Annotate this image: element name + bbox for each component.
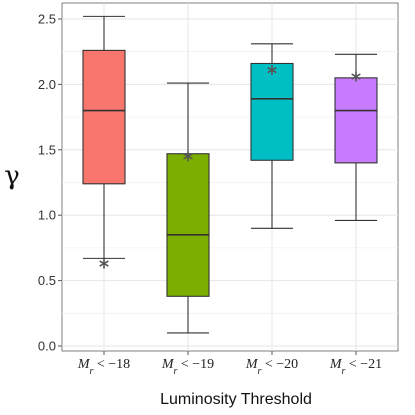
star-marker [183, 151, 193, 162]
x-tick-label: Mr < −18 [77, 357, 130, 377]
y-tick-label: 1.5 [38, 142, 56, 157]
star-marker [267, 65, 277, 76]
star-stroke [351, 73, 361, 80]
box-2 [166, 82, 210, 334]
x-tick-label: Mr < −19 [161, 357, 214, 377]
x-axis-ticks: Mr < −18 Mr < −19 Mr < −20 Mr < −21 [77, 351, 382, 377]
box-iqr [250, 62, 294, 161]
boxes-group [82, 15, 378, 334]
star-stroke [183, 153, 193, 160]
box-3 [250, 43, 294, 229]
star-stroke [267, 66, 277, 74]
y-tick-label: 0.0 [38, 339, 56, 354]
box-4 [334, 53, 378, 221]
y-tick-label: 0.5 [38, 273, 56, 288]
x-tick-label: Mr < −20 [245, 357, 298, 377]
y-tick-label: 2.5 [38, 12, 56, 27]
star-stroke [99, 260, 109, 267]
box-iqr [82, 49, 126, 185]
y-axis-title: γ [4, 161, 20, 191]
y-axis-ticks: 0.0 0.5 1.0 1.5 2.0 2.5 [38, 12, 62, 354]
y-tick-label: 2.0 [38, 77, 56, 92]
box-iqr [334, 77, 378, 164]
box-iqr [166, 153, 210, 297]
x-axis-title: Luminosity Threshold [160, 391, 312, 408]
y-tick-label: 1.0 [38, 208, 56, 223]
box-1 [82, 15, 126, 269]
x-tick-label: Mr < −21 [329, 357, 382, 377]
star-marker [351, 71, 361, 82]
star-marker [99, 258, 109, 269]
